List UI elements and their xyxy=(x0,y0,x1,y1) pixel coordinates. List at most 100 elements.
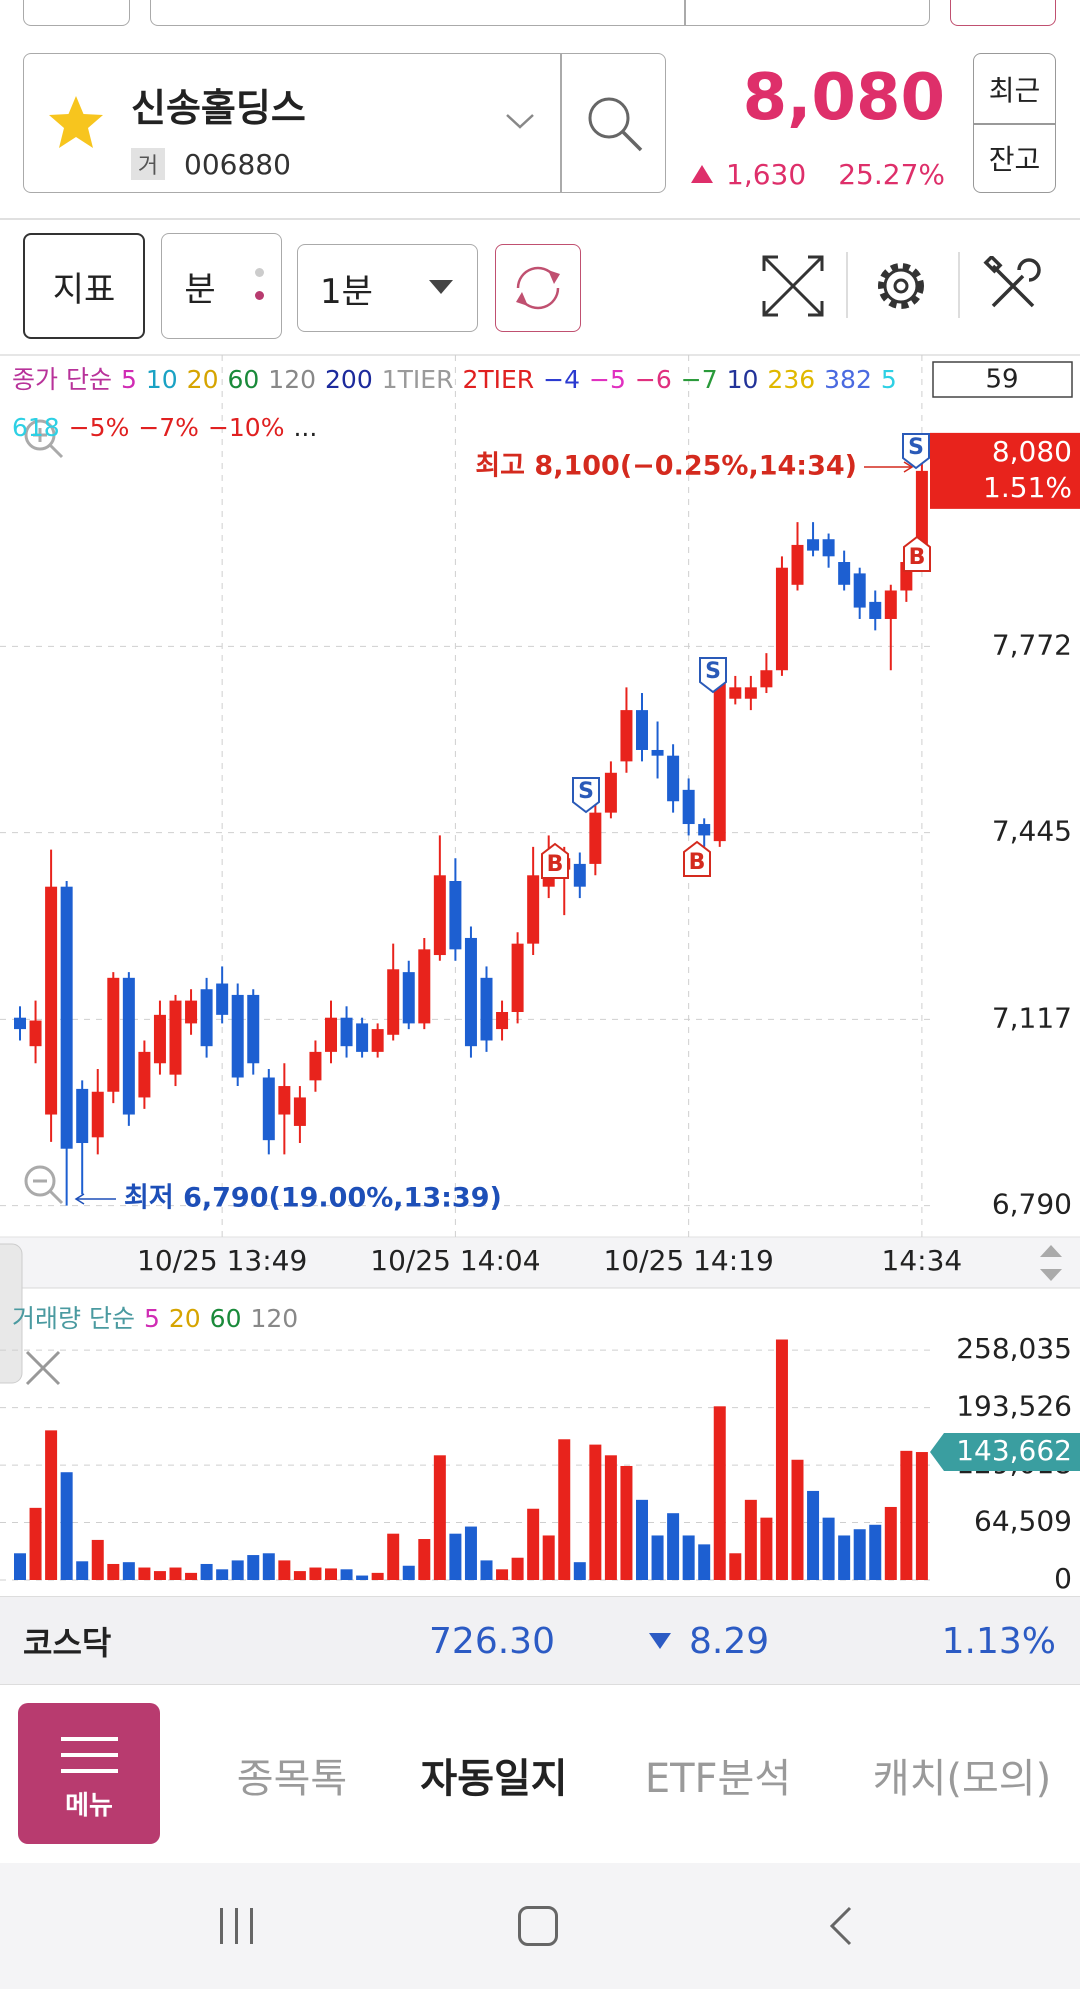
candle-body xyxy=(278,1086,291,1115)
indicator-label: 5 xyxy=(121,365,137,394)
candle-body xyxy=(325,1017,337,1052)
home-button[interactable] xyxy=(518,1906,558,1946)
nav-tab[interactable]: ETF분석 xyxy=(644,1756,792,1802)
period-type-label: 분 xyxy=(184,269,216,310)
indicator-label: −10% xyxy=(208,413,285,442)
volume-bar xyxy=(278,1560,291,1580)
zoom-out-icon[interactable] xyxy=(24,1165,64,1205)
candle-body xyxy=(14,1017,26,1030)
recents-bar[interactable] xyxy=(250,1908,253,1944)
volume-bar xyxy=(76,1561,89,1580)
dropdown-chevron[interactable] xyxy=(504,111,536,131)
volume-bar xyxy=(807,1490,820,1580)
candle-body xyxy=(433,875,446,956)
stock-selector[interactable] xyxy=(23,53,666,193)
menu-line xyxy=(61,1769,118,1773)
arrow-head xyxy=(516,292,528,306)
top-button[interactable] xyxy=(23,0,130,26)
market-change: 8.29 xyxy=(689,1620,770,1662)
market-index: 726.30 xyxy=(429,1620,555,1662)
bar-count-box[interactable] xyxy=(932,361,1073,398)
gear-teeth xyxy=(878,263,924,309)
indicator-label: −7% xyxy=(138,413,199,442)
tools-icon[interactable] xyxy=(983,256,1043,316)
nav-tab[interactable]: 자동일지 xyxy=(420,1756,568,1802)
indicator-button[interactable]: 지표 xyxy=(23,233,145,339)
settings-icon[interactable] xyxy=(871,256,931,316)
volume-bar xyxy=(60,1472,73,1580)
candle-body xyxy=(216,983,229,1015)
candle-body xyxy=(309,1051,322,1081)
arrow-shape xyxy=(429,280,453,294)
indicator-label: −7 xyxy=(681,365,718,394)
volume-bar xyxy=(791,1459,804,1580)
signal-marker xyxy=(541,842,569,879)
candle-body xyxy=(838,562,851,585)
candle-body xyxy=(775,567,788,671)
side-pull-tab[interactable] xyxy=(0,1243,23,1384)
dot xyxy=(255,291,264,300)
balance-button[interactable]: 잔고 xyxy=(988,143,1041,176)
indicator-label: 5 xyxy=(144,1304,160,1333)
recents-bar[interactable] xyxy=(235,1908,238,1944)
close-icon[interactable] xyxy=(25,1350,61,1386)
candle-body xyxy=(744,687,757,699)
scroll-down[interactable] xyxy=(1040,1269,1062,1281)
indicator-label: −5 xyxy=(589,365,626,394)
candle-body xyxy=(340,1017,353,1047)
period-type-button[interactable] xyxy=(161,233,282,339)
x-tick-label: 10/25 14:04 xyxy=(370,1244,540,1277)
favorite-star[interactable] xyxy=(46,93,106,153)
volume-bar xyxy=(325,1568,337,1580)
search-lens xyxy=(588,97,630,139)
zoom-in-icon[interactable] xyxy=(24,419,64,459)
candle-body xyxy=(91,1091,104,1138)
volume-bar xyxy=(45,1430,58,1580)
annotation-arrowhead xyxy=(903,461,914,473)
indicator-label: 382 xyxy=(824,365,872,394)
volume-bar xyxy=(138,1567,151,1580)
back-shape xyxy=(829,1906,852,1946)
candle-body xyxy=(107,977,120,1092)
fullscreen-icon[interactable] xyxy=(760,253,826,319)
annotation-arrowhead xyxy=(74,1193,85,1205)
volume-bar xyxy=(760,1517,773,1580)
volume-bar xyxy=(371,1572,384,1580)
back-button[interactable] xyxy=(826,1906,856,1946)
recent-button[interactable]: 최근 xyxy=(988,74,1041,107)
top-button[interactable] xyxy=(950,0,1056,26)
candle-body xyxy=(356,1023,369,1052)
volume-bar xyxy=(822,1517,835,1580)
system-nav xyxy=(0,1863,1080,1989)
candle-body xyxy=(760,670,773,688)
volume-bar xyxy=(185,1572,198,1580)
interval-dropdown[interactable] xyxy=(297,244,478,332)
candle-body xyxy=(822,539,835,557)
recents-bar[interactable] xyxy=(220,1908,223,1944)
refresh-button[interactable] xyxy=(495,244,581,332)
signal-label: B xyxy=(689,850,706,875)
stock-name: 신송홀딩스 xyxy=(131,85,306,130)
gear-body xyxy=(883,268,919,304)
market-badge: 거 xyxy=(131,148,165,180)
volume-bar xyxy=(449,1533,462,1580)
x-tick-label: 10/25 14:19 xyxy=(604,1244,774,1277)
nav-tab[interactable]: 종목톡 xyxy=(236,1756,348,1802)
y-tick-label: 258,035 xyxy=(956,1332,1072,1365)
top-field[interactable] xyxy=(150,0,930,26)
signal-marker xyxy=(572,777,600,814)
indicator-label: 60 xyxy=(210,1304,242,1333)
candle-body xyxy=(511,943,524,1013)
scroll-up[interactable] xyxy=(1040,1245,1062,1257)
nav-tab[interactable]: 캐치(모의) xyxy=(872,1756,1052,1802)
menu-button[interactable] xyxy=(18,1703,160,1844)
candle-body xyxy=(620,710,633,762)
indicator-label: 10 xyxy=(146,365,178,394)
indicator-label: 20 xyxy=(169,1304,201,1333)
volume-bar xyxy=(356,1575,369,1580)
search-icon[interactable] xyxy=(583,92,645,154)
candle-body xyxy=(496,1012,509,1030)
volume-bar xyxy=(682,1535,695,1580)
volume-bar xyxy=(713,1406,726,1580)
